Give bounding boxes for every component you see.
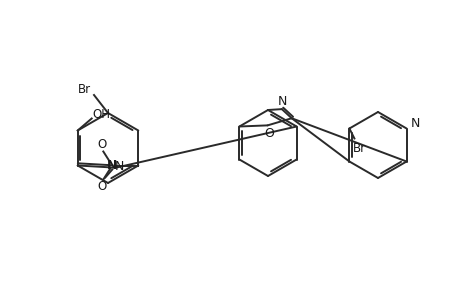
Text: N: N <box>278 94 287 108</box>
Text: Br: Br <box>77 82 90 95</box>
Text: O: O <box>97 180 106 193</box>
Text: OH: OH <box>92 108 111 121</box>
Text: Br: Br <box>352 142 365 155</box>
Text: N: N <box>410 117 420 130</box>
Text: N: N <box>107 159 117 172</box>
Text: O: O <box>97 138 106 151</box>
Text: O: O <box>264 127 274 140</box>
Text: N: N <box>115 160 124 173</box>
